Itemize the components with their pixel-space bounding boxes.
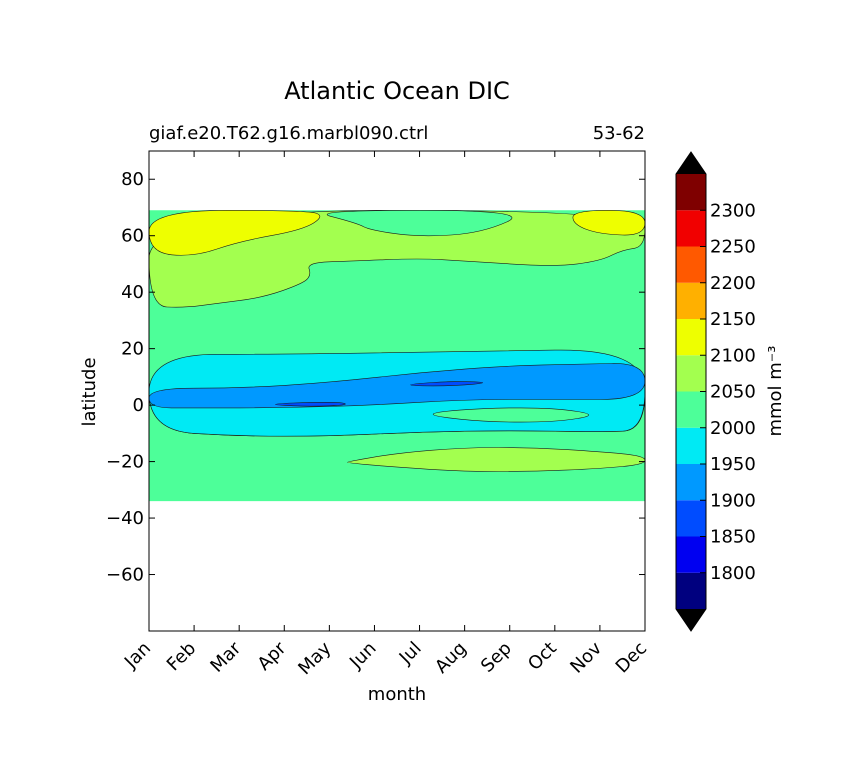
contour-region-2 [347, 447, 645, 472]
plot-frame [148, 150, 646, 632]
contour-region-10 [274, 401, 346, 407]
colorbar-tick-label: 2050 [710, 382, 756, 403]
colorbar-segment [676, 391, 706, 428]
colorbar: 1800 1850 1900 1950 2000 2050 2100 2150 2200 2250… [675, 151, 756, 632]
x-tick-label: Nov [566, 638, 606, 678]
y-tick-label: 20 [121, 339, 144, 360]
x-tick-label: Oct [524, 638, 561, 675]
contour-region-5 [149, 209, 321, 256]
x-tick-label: Feb [163, 638, 200, 675]
colorbar-label: mmol m⁻³ [765, 345, 786, 436]
colorbar-tick-label: 2250 [710, 237, 756, 258]
contour-region-11 [410, 381, 483, 387]
contour-region-4 [326, 209, 513, 237]
colorbar-tick-label: 2300 [710, 200, 756, 221]
colorbar-segment [676, 282, 706, 319]
x-tick-label: Jun [345, 638, 380, 673]
contour-regions [149, 209, 645, 502]
colorbar-tick-label: 1800 [710, 563, 756, 584]
y-tick-label: 60 [121, 226, 144, 247]
colorbar-segment [676, 246, 706, 283]
colorbar-tick-label: 2200 [710, 273, 756, 294]
y-tick-label: −20 [106, 452, 144, 473]
y-tick-label: 80 [121, 169, 144, 190]
chart-title: Atlantic Ocean DIC [284, 77, 510, 105]
colorbar-segment [676, 536, 706, 573]
y-axis-ticks: 80 60 40 20 0 −20 −40 −60 [106, 169, 645, 586]
y-tick-label: −40 [106, 508, 144, 529]
colorbar-outline [675, 151, 707, 632]
subtitle-right: 53-62 [593, 123, 645, 144]
x-axis-label: month [368, 684, 426, 705]
colorbar-tick-label: 2000 [710, 418, 756, 439]
x-tick-label: Apr [254, 638, 291, 675]
y-tick-label: 0 [133, 395, 144, 416]
colorbar-tick-label: 2150 [710, 309, 756, 330]
contour-region-12 [432, 407, 589, 423]
colorbar-tick-label: 2100 [710, 345, 756, 366]
colorbar-segment [676, 210, 706, 247]
colorbar-segment [676, 427, 706, 464]
x-tick-label: Jan [120, 638, 155, 673]
x-tick-label: Sep [477, 638, 516, 677]
subtitle-left: giaf.e20.T62.g16.marbl090.ctrl [149, 123, 428, 144]
colorbar-segment [676, 572, 706, 609]
y-tick-label: 40 [121, 282, 144, 303]
colorbar-segment [676, 319, 706, 356]
x-tick-label: Mar [206, 638, 245, 677]
colorbar-segment [676, 174, 706, 211]
x-tick-label: Dec [612, 638, 651, 677]
x-tick-label: May [294, 638, 335, 679]
colorbar-tick-label: 1850 [710, 527, 756, 548]
colorbar-under-arrow [676, 609, 706, 631]
colorbar-over-arrow [676, 152, 706, 174]
colorbar-segment [676, 355, 706, 392]
colorbar-tick-label: 1950 [710, 454, 756, 475]
y-axis-label: latitude [79, 357, 100, 426]
colorbar-tick-label: 1900 [710, 490, 756, 511]
colorbar-segment [676, 464, 706, 501]
colorbar-segment [676, 500, 706, 537]
y-tick-label: −60 [106, 565, 144, 586]
contour-region-6 [572, 209, 645, 236]
x-tick-label: Aug [431, 638, 471, 678]
x-tick-label: Jul [395, 638, 426, 669]
